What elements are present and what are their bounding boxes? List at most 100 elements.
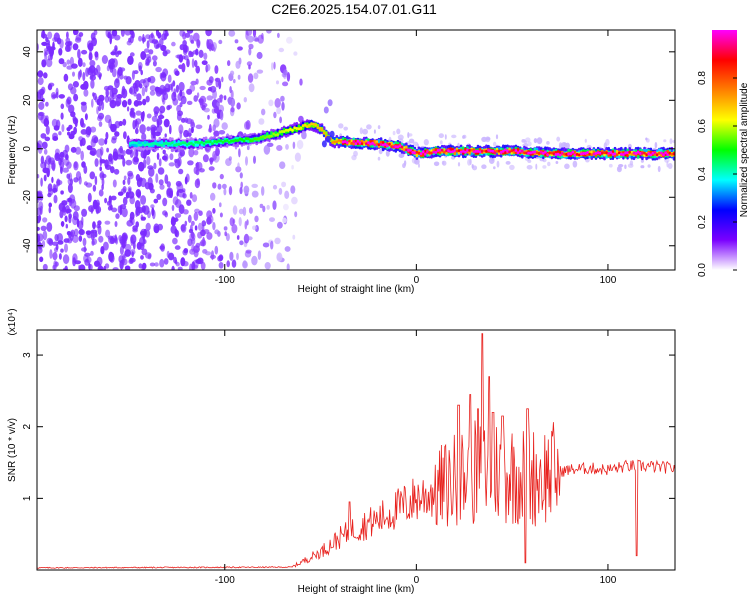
spectrogram-y-tick-label: 0	[22, 146, 33, 152]
spectrogram-noise-cell	[184, 117, 189, 123]
spectrogram-ridge-cell	[278, 130, 282, 134]
spectrogram-noise-cell	[377, 156, 381, 161]
spectrogram-ridge-cell	[249, 139, 252, 143]
spectrogram-ridge-cell	[655, 153, 659, 157]
spectrogram-noise-cell	[247, 35, 254, 43]
spectrogram-ridge-cell	[546, 153, 549, 157]
spectrogram-noise-cell	[180, 95, 187, 105]
spectrogram-noise-cell	[186, 132, 192, 137]
spectrogram-noise-cell	[366, 124, 372, 130]
colorbar-tick-label: 0.8	[697, 71, 708, 85]
spectrogram-ridge-cell	[244, 137, 248, 140]
spectrogram-ridge-cell	[419, 152, 423, 156]
spectrogram-ridge-cell	[539, 150, 543, 154]
spectrogram-noise-cell	[42, 217, 48, 223]
spectrogram-ridge-cell	[561, 151, 564, 155]
spectrogram-noise-cell	[286, 72, 291, 82]
spectrogram-ridge-cell	[436, 149, 440, 152]
spectrogram-noise-cell	[59, 210, 64, 219]
spectrogram-ridge-cell	[371, 141, 374, 145]
spectrogram-noise-cell	[180, 257, 186, 267]
spectrogram-noise-cell	[223, 95, 227, 101]
spectrogram-noise-cell	[98, 235, 104, 243]
spectrogram-noise-cell	[178, 54, 184, 63]
spectrogram-noise-cell	[105, 131, 109, 140]
spectrogram-noise-cell	[256, 69, 264, 74]
spectrogram-noise-cell	[240, 181, 243, 189]
spectrogram-noise-cell	[64, 265, 68, 270]
spectrogram-noise-cell	[104, 95, 109, 103]
spectrogram-panel: -100 0 100 -40 -20 0 20 40 Height of straight …	[7, 29, 676, 295]
spectrogram-cells	[37, 30, 675, 270]
spectrogram-noise-cell	[65, 37, 71, 44]
spectrogram-noise-cell	[219, 173, 224, 180]
spectrogram-ridge-cell	[137, 143, 140, 147]
spectrogram-noise-cell	[157, 43, 162, 48]
spectrogram-noise-cell	[104, 220, 111, 225]
spectrogram-noise-cell	[162, 86, 167, 95]
spectrogram-noise-cell	[42, 263, 48, 270]
spectrogram-noise-cell	[80, 150, 84, 161]
spectrogram-ridge-cell	[485, 149, 488, 153]
spectrogram-noise-cell	[58, 94, 65, 99]
spectrogram-ridge-cell	[217, 139, 221, 143]
spectrogram-noise-cell	[195, 48, 199, 56]
spectrogram-noise-cell	[57, 154, 64, 161]
spectrogram-noise-cell	[38, 145, 43, 154]
spectrogram-noise-cell	[177, 157, 182, 167]
spectrogram-noise-cell	[276, 252, 283, 262]
spectrogram-noise-cell	[481, 136, 487, 142]
spectrogram-ridge-cell	[527, 151, 530, 155]
spectrogram-noise-cell	[216, 112, 221, 119]
spectrogram-noise-cell	[138, 161, 145, 172]
spectrogram-noise-cell	[618, 164, 624, 168]
spectrogram-noise-cell	[169, 153, 174, 161]
spectrogram-noise-cell	[184, 176, 188, 185]
spectrogram-noise-cell	[83, 80, 89, 90]
spectrogram-noise-cell	[104, 138, 108, 145]
spectrogram-ridge-cell	[394, 145, 398, 149]
spectrogram-noise-cell	[52, 187, 58, 193]
spectrogram-ridge-cell	[331, 141, 334, 145]
spectrogram-ridge-cell	[240, 137, 244, 141]
spectrogram-noise-cell	[60, 190, 64, 195]
spectrogram-noise-cell	[56, 37, 62, 45]
spectrogram-noise-cell	[608, 163, 613, 168]
spectrogram-noise-cell	[180, 117, 186, 123]
spectrogram-noise-cell	[45, 58, 53, 68]
spectrogram-ridge-cell	[259, 136, 263, 139]
spectrogram-noise-cell	[146, 40, 150, 49]
spectrogram-noise-cell	[91, 98, 94, 108]
spectrogram-noise-cell	[78, 264, 81, 270]
spectrogram-noise-cell	[248, 83, 255, 93]
spectrogram-noise-cell	[62, 167, 69, 173]
spectrogram-ridge-cell	[143, 143, 147, 147]
spectrogram-noise-cell	[160, 44, 167, 52]
colorbar-gradient	[712, 30, 737, 270]
spectrogram-noise-cell	[89, 171, 96, 180]
spectrogram-noise-cell	[47, 54, 51, 61]
spectrogram-noise-cell	[94, 96, 98, 103]
spectrogram-noise-cell	[229, 217, 235, 227]
spectrogram-ridge-cell	[626, 151, 629, 155]
spectrogram-ridge-cell	[542, 151, 545, 155]
spectrogram-ridge-cell	[272, 132, 275, 136]
spectrogram-ridge-cell	[321, 140, 327, 148]
spectrogram-noise-cell	[493, 141, 497, 147]
spectrogram-noise-cell	[155, 30, 160, 37]
spectrogram-noise-cell	[133, 100, 140, 107]
spectrogram-ridge-cell	[150, 142, 153, 146]
spectrogram-noise-cell	[229, 251, 234, 261]
spectrogram-noise-cell	[194, 178, 201, 189]
spectrogram-ridge-cell	[188, 142, 191, 146]
spectrogram-noise-cell	[164, 174, 169, 185]
spectrogram-noise-cell	[119, 245, 124, 255]
spectrogram-noise-cell	[96, 256, 103, 266]
spectrogram-noise-cell	[170, 216, 176, 227]
spectrogram-ridge-cell	[605, 151, 608, 155]
spectrogram-noise-cell	[236, 235, 240, 240]
spectrogram-noise-cell	[41, 41, 48, 47]
spectrogram-noise-cell	[154, 131, 161, 137]
spectrogram-noise-cell	[153, 198, 159, 204]
spectrogram-noise-cell	[176, 104, 182, 113]
